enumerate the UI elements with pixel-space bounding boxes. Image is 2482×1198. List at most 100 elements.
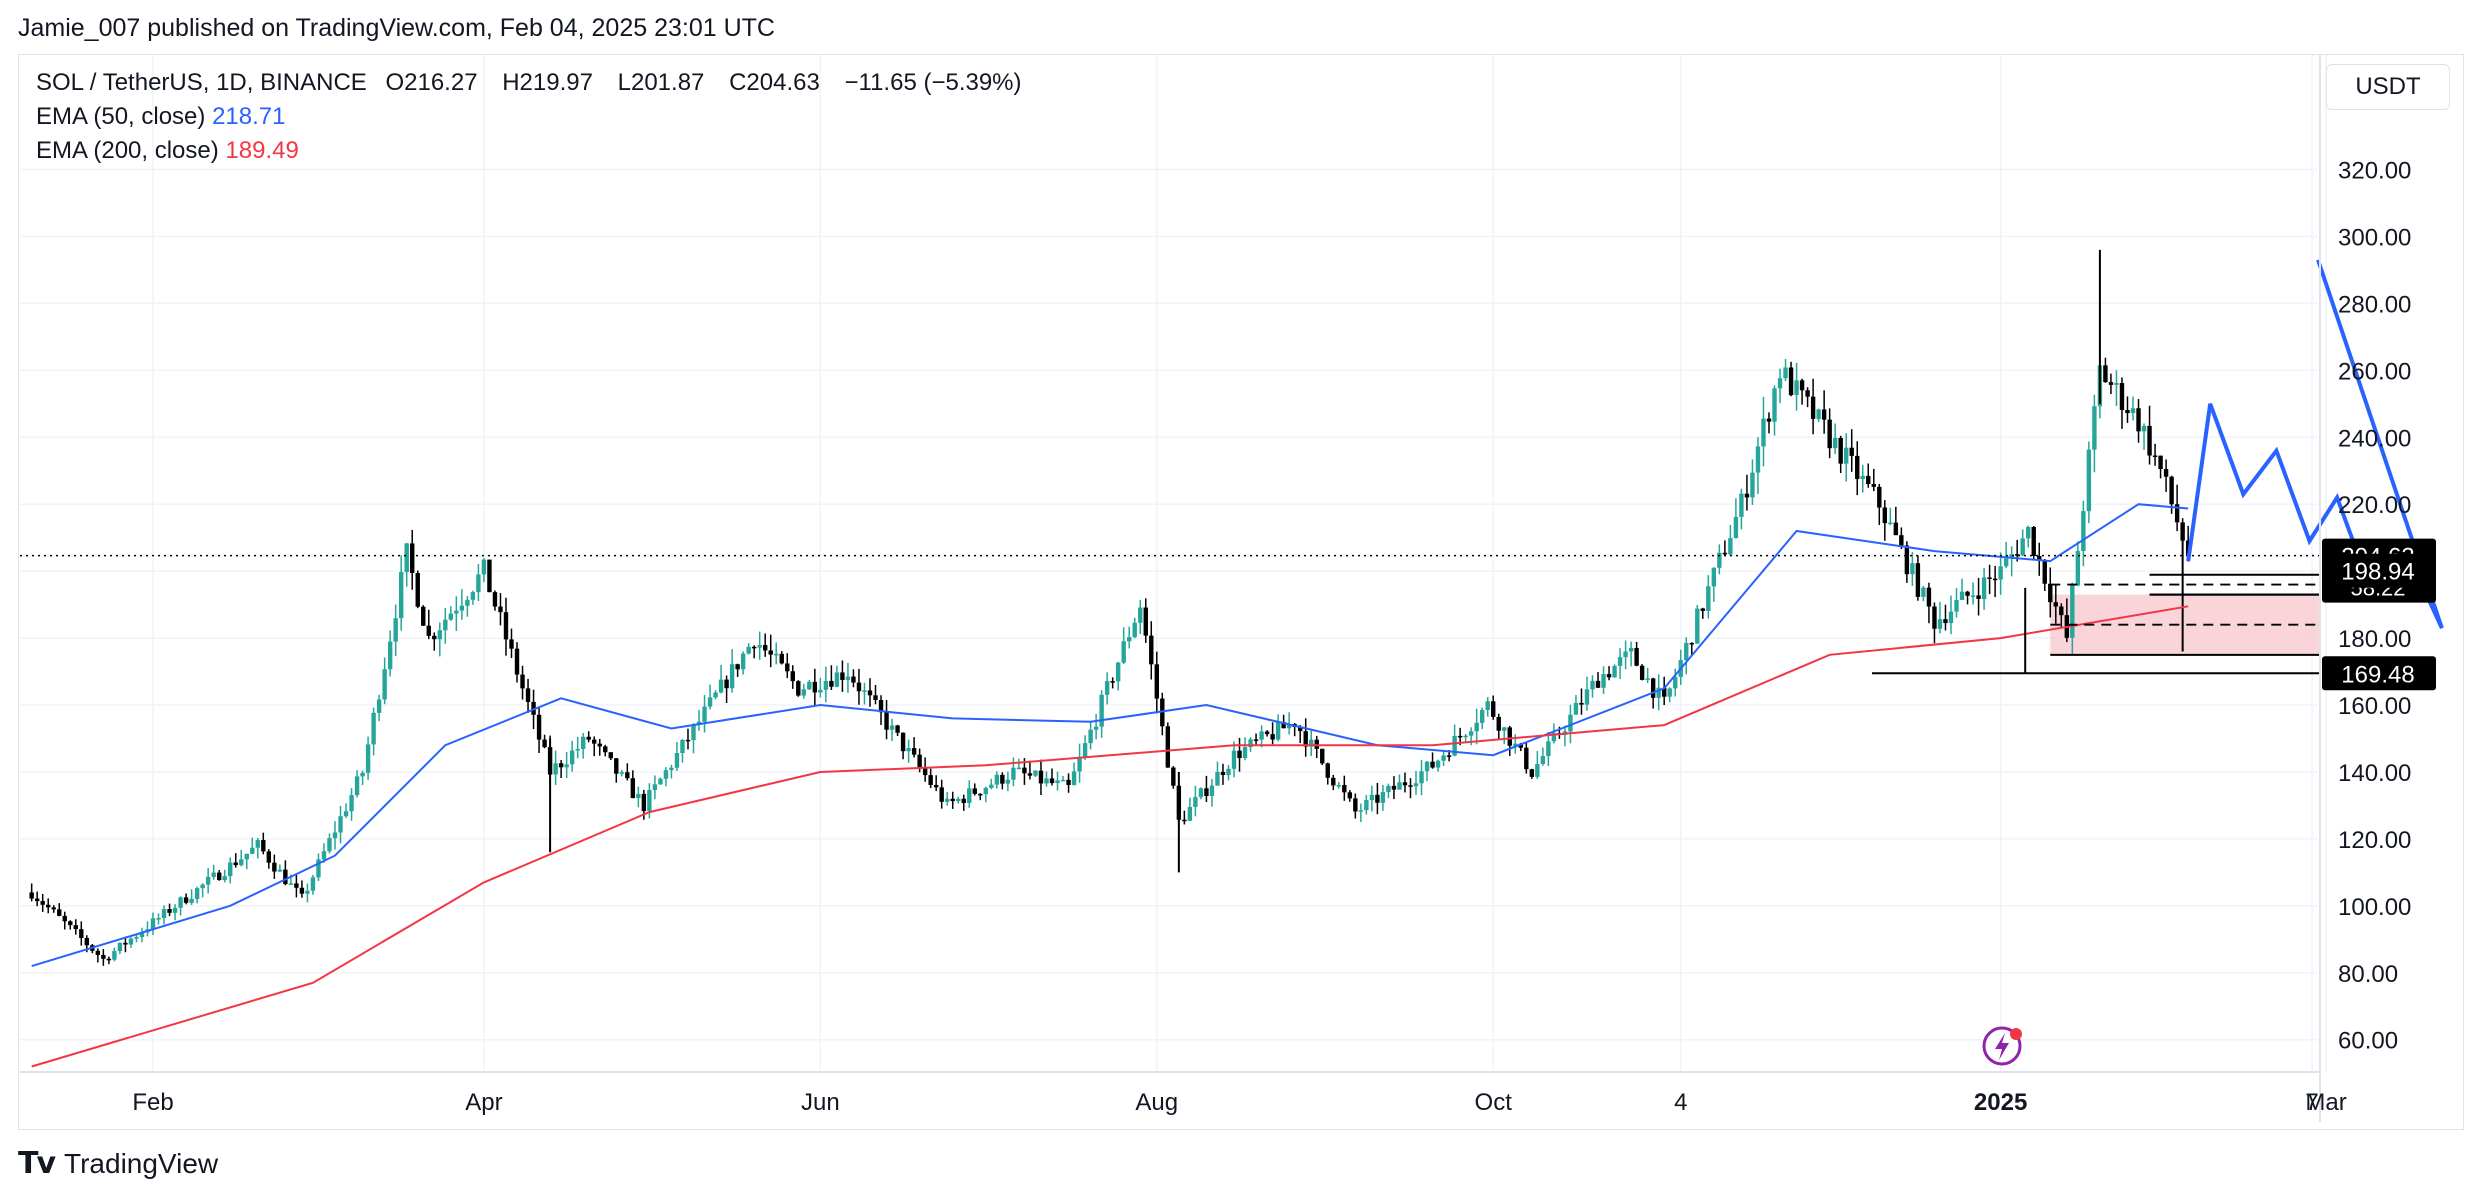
candle-body bbox=[1066, 779, 1071, 785]
tradingview-mark-icon: 𝗧𝘃 bbox=[18, 1147, 56, 1180]
candle-body bbox=[658, 778, 663, 785]
candle-body bbox=[1127, 637, 1132, 642]
candle-body bbox=[454, 610, 459, 614]
candle-body bbox=[1529, 769, 1535, 777]
candle-body bbox=[354, 776, 360, 796]
level2-tag-bg bbox=[2322, 656, 2436, 691]
symbol-name[interactable]: SOL / TetherUS, 1D, BINANCE bbox=[36, 69, 367, 96]
candle-body bbox=[939, 787, 944, 802]
candle-body bbox=[498, 606, 503, 613]
close-value: C204.63 bbox=[729, 69, 820, 96]
candle-body bbox=[2108, 382, 2114, 385]
candle-body bbox=[277, 869, 283, 872]
candle-body bbox=[1038, 770, 1044, 784]
candle-body bbox=[1926, 587, 1932, 607]
candle-body bbox=[2152, 455, 2158, 458]
tradingview-logo[interactable]: 𝗧𝘃 TradingView bbox=[18, 1146, 218, 1181]
candle-body bbox=[476, 574, 481, 593]
candle-body bbox=[410, 543, 415, 573]
candle-body bbox=[316, 859, 321, 878]
candle-body bbox=[1573, 702, 1579, 715]
candle-body bbox=[906, 748, 911, 752]
candle-body bbox=[1248, 739, 1253, 748]
lightning-badge-icon[interactable] bbox=[1982, 1026, 2022, 1066]
candle-body bbox=[1524, 747, 1529, 770]
low-value: L201.87 bbox=[617, 69, 705, 96]
candle-body bbox=[465, 599, 470, 606]
candle-body bbox=[1446, 755, 1452, 757]
candle-body bbox=[1656, 687, 1661, 698]
candle-body bbox=[531, 701, 536, 715]
candle-body bbox=[95, 950, 101, 955]
candle-body bbox=[172, 907, 178, 913]
ema50-row[interactable]: EMA (50, close) 218.71 bbox=[36, 100, 1022, 134]
candle-body bbox=[1921, 587, 1926, 597]
candle-body bbox=[2070, 585, 2075, 638]
candle-body bbox=[1987, 577, 1992, 579]
candle-body bbox=[1667, 688, 1672, 697]
ema200-row[interactable]: EMA (200, close) 189.49 bbox=[36, 134, 1022, 168]
badge-dot bbox=[2010, 1028, 2022, 1040]
ema50-value: 218.71 bbox=[212, 103, 286, 130]
candle-body bbox=[200, 884, 205, 889]
candle-body bbox=[1623, 651, 1628, 658]
candle-body bbox=[945, 798, 950, 802]
candle-body bbox=[250, 847, 255, 854]
candle-body bbox=[1943, 619, 1948, 624]
candle-body bbox=[1595, 680, 1601, 688]
x-tick-label: 7 bbox=[2305, 1089, 2318, 1116]
candle-body bbox=[1877, 486, 1882, 508]
candle-body bbox=[79, 929, 84, 938]
candle-body bbox=[1788, 367, 1794, 396]
x-tick-label: Aug bbox=[1135, 1089, 1178, 1116]
candle-body bbox=[1551, 733, 1557, 742]
candle-body bbox=[1198, 788, 1204, 798]
candle-body bbox=[1435, 760, 1441, 768]
candle-body bbox=[1832, 437, 1838, 449]
chart-legend: SOL / TetherUS, 1D, BINANCE O216.27 H219… bbox=[36, 66, 1022, 168]
candle-body bbox=[1706, 586, 1711, 611]
candle-body bbox=[520, 674, 525, 689]
candle-body bbox=[1088, 729, 1093, 744]
candle-body bbox=[774, 653, 779, 656]
candle-body bbox=[978, 793, 983, 796]
candle-body bbox=[128, 938, 134, 945]
candle-body bbox=[1959, 591, 1965, 600]
chart-frame[interactable] bbox=[18, 54, 2464, 1130]
candle-body bbox=[1033, 770, 1038, 776]
candle-body bbox=[1612, 665, 1617, 678]
candle-body bbox=[376, 699, 382, 713]
candle-body bbox=[1413, 783, 1419, 787]
candle-body bbox=[272, 862, 277, 872]
candle-body bbox=[404, 543, 409, 573]
candle-body bbox=[1513, 743, 1518, 746]
candle-body bbox=[2075, 550, 2081, 586]
candle-body bbox=[1325, 763, 1330, 778]
candle-body bbox=[283, 869, 288, 884]
candle-body bbox=[1750, 472, 1755, 498]
currency-button[interactable]: USDT bbox=[2326, 64, 2450, 110]
candle-body bbox=[1347, 792, 1353, 799]
candle-body bbox=[575, 749, 580, 751]
candle-body bbox=[1457, 735, 1463, 738]
candle-body bbox=[1844, 447, 1849, 464]
candle-body bbox=[1645, 678, 1650, 680]
candle-body bbox=[713, 692, 718, 698]
candle-body bbox=[194, 888, 200, 899]
candle-body bbox=[2136, 408, 2141, 432]
candle-body bbox=[360, 772, 365, 777]
candle-body bbox=[1717, 552, 1722, 568]
candle-body bbox=[956, 798, 961, 802]
candle-body bbox=[1253, 739, 1259, 741]
candle-body bbox=[1424, 761, 1430, 772]
candle-body bbox=[1866, 475, 1871, 485]
y-tick-label: 320.00 bbox=[2338, 158, 2411, 185]
candle-body bbox=[46, 904, 51, 908]
ema50-label: EMA (50, close) bbox=[36, 103, 206, 130]
candle-body bbox=[1893, 522, 1899, 536]
candle-body bbox=[553, 763, 558, 775]
candle-body bbox=[823, 680, 829, 690]
candle-body bbox=[332, 832, 338, 839]
